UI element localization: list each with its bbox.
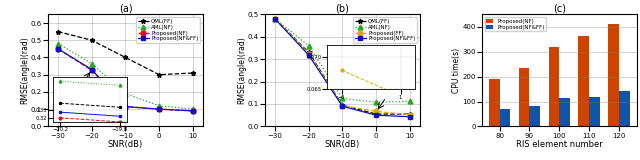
Proposed(NF&FF) <box>88 69 95 71</box>
AML(NF) <box>122 93 129 95</box>
QML(FF) <box>305 52 312 53</box>
QML(FF) <box>156 74 163 76</box>
Line: Proposed(NF&FF): Proposed(NF&FF) <box>273 16 412 119</box>
Proposed(NF&FF) <box>372 114 380 116</box>
AML(NF) <box>88 63 95 64</box>
X-axis label: SNR(dB): SNR(dB) <box>108 140 143 149</box>
Bar <box>500 109 510 126</box>
Bar <box>619 91 630 126</box>
QML(FF) <box>339 104 346 106</box>
Proposed(NF&FF) <box>339 105 346 107</box>
Y-axis label: RMSE(angle)(rad): RMSE(angle)(rad) <box>20 36 29 104</box>
Line: AML(NF): AML(NF) <box>273 16 412 105</box>
AML(NF) <box>189 108 196 110</box>
Bar <box>548 47 559 126</box>
Line: Proposed(NF): Proposed(NF) <box>56 46 195 113</box>
AML(NF) <box>54 43 62 45</box>
AML(NF) <box>305 45 312 47</box>
Bar <box>589 96 600 126</box>
Proposed(NF) <box>189 110 196 112</box>
Proposed(FF) <box>406 114 413 116</box>
Bar <box>608 24 619 126</box>
QML(FF) <box>189 72 196 74</box>
Y-axis label: CPU time(s): CPU time(s) <box>452 48 461 93</box>
Proposed(NF) <box>88 69 95 71</box>
QML(FF) <box>271 18 279 20</box>
AML(NF) <box>271 18 279 20</box>
Legend: Proposed(NF), Proposed(NF&FF): Proposed(NF), Proposed(NF&FF) <box>484 17 547 31</box>
Bar <box>579 36 589 126</box>
QML(FF) <box>122 56 129 58</box>
Proposed(FF) <box>339 105 346 107</box>
Line: AML(NF): AML(NF) <box>56 41 195 112</box>
Title: (b): (b) <box>335 4 349 14</box>
Proposed(NF) <box>54 48 62 50</box>
Proposed(NF) <box>156 108 163 110</box>
Bar <box>519 68 529 126</box>
Y-axis label: RMSE(angle)(rad): RMSE(angle)(rad) <box>237 36 246 104</box>
AML(NF) <box>406 100 413 102</box>
QML(FF) <box>372 113 380 115</box>
Legend: QML(FF), AML(NF), Proposed(FF), Proposed(NF&FF): QML(FF), AML(NF), Proposed(FF), Proposed… <box>353 17 417 43</box>
Bar <box>529 106 540 126</box>
Proposed(NF&FF) <box>189 110 196 112</box>
Proposed(NF&FF) <box>406 116 413 118</box>
Proposed(NF&FF) <box>305 54 312 56</box>
QML(FF) <box>88 39 95 41</box>
Title: (a): (a) <box>118 4 132 14</box>
Line: Proposed(FF): Proposed(FF) <box>273 16 412 117</box>
Proposed(NF&FF) <box>156 108 163 110</box>
Title: (c): (c) <box>553 4 566 14</box>
Line: QML(FF): QML(FF) <box>56 29 195 77</box>
Proposed(NF&FF) <box>122 106 129 108</box>
AML(NF) <box>156 105 163 107</box>
AML(NF) <box>339 97 346 99</box>
X-axis label: SNR(dB): SNR(dB) <box>324 140 360 149</box>
Proposed(NF) <box>122 106 129 108</box>
Proposed(NF&FF) <box>54 48 62 50</box>
Legend: QML(FF), AML(NF), Proposed(NF), Proposed(NF&FF): QML(FF), AML(NF), Proposed(NF), Proposed… <box>136 17 200 43</box>
Bar <box>559 98 570 126</box>
QML(FF) <box>54 31 62 33</box>
Proposed(FF) <box>305 53 312 55</box>
QML(FF) <box>406 113 413 115</box>
X-axis label: RIS element number: RIS element number <box>516 140 603 149</box>
Line: Proposed(NF&FF): Proposed(NF&FF) <box>56 46 195 113</box>
AML(NF) <box>372 101 380 103</box>
Line: QML(FF): QML(FF) <box>273 16 412 116</box>
Proposed(FF) <box>372 110 380 112</box>
Proposed(NF&FF) <box>271 18 279 20</box>
Proposed(FF) <box>271 18 279 20</box>
Bar <box>489 79 500 126</box>
